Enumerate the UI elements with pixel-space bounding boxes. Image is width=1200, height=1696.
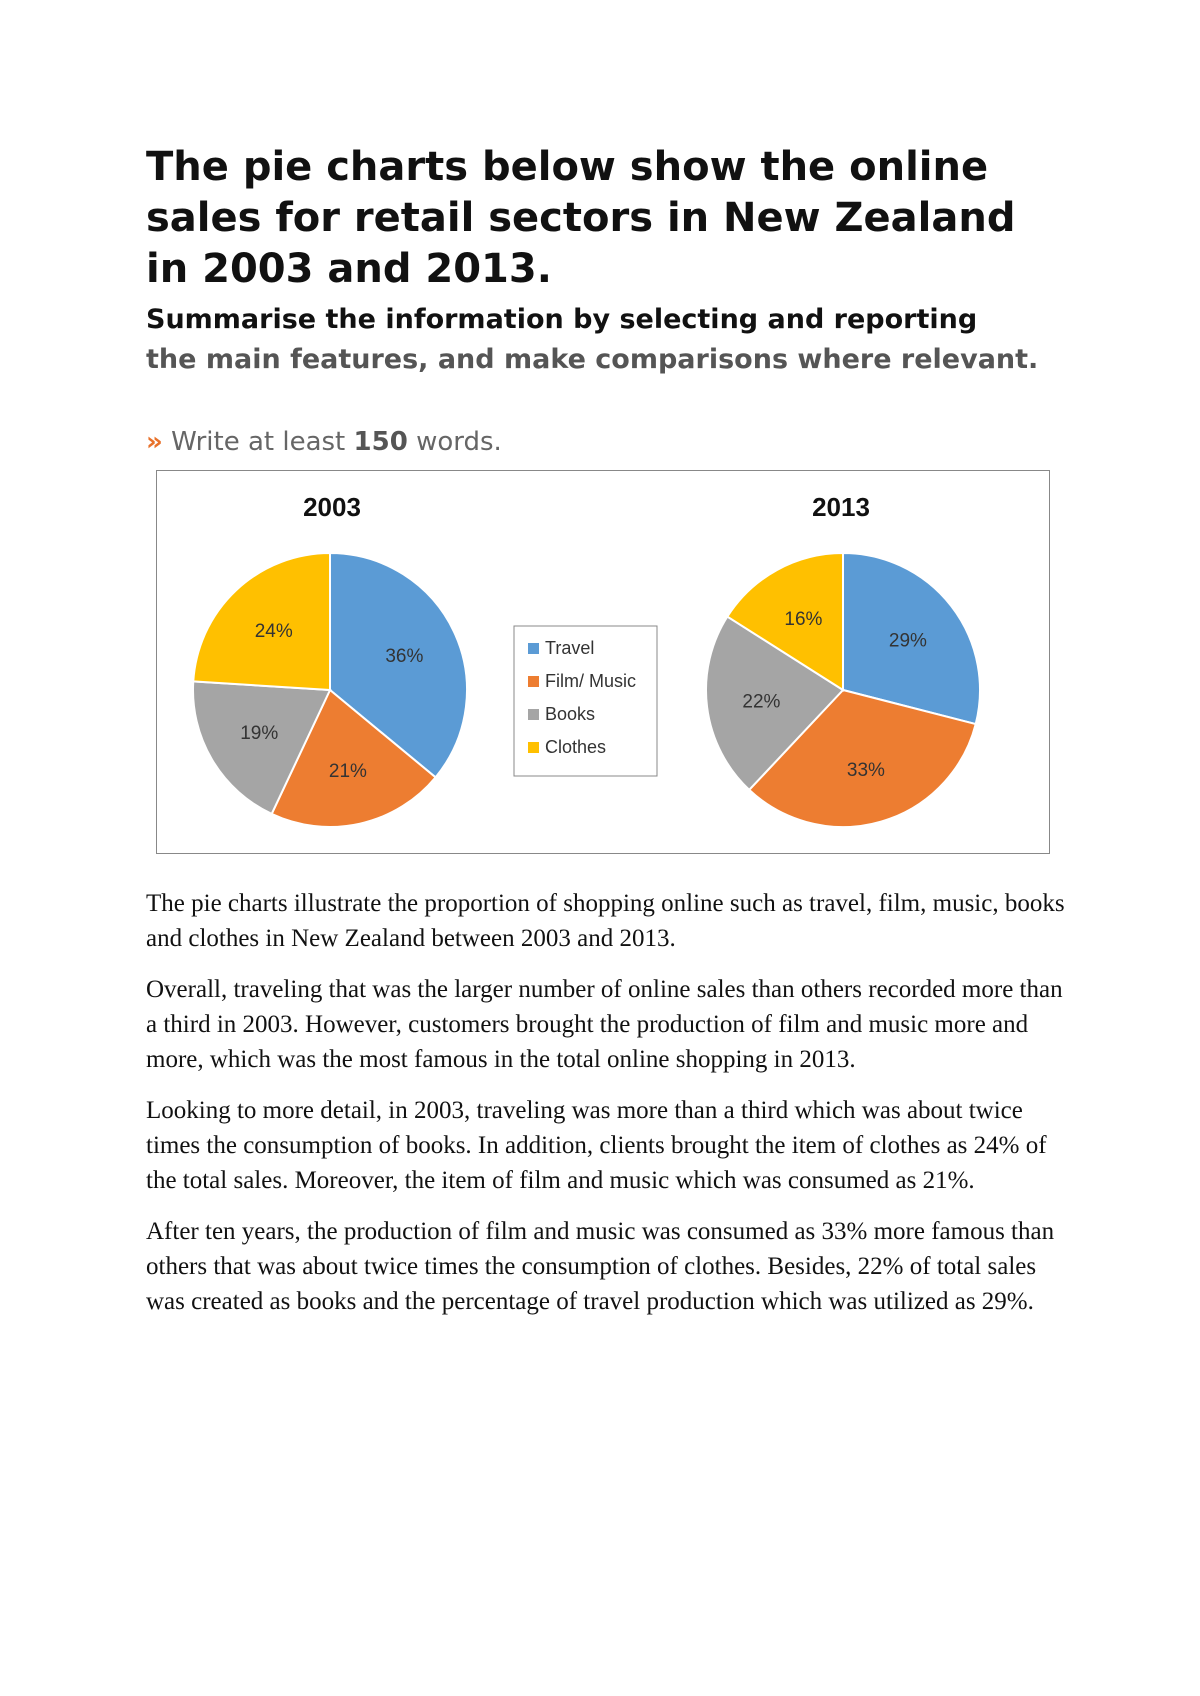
word-count-suffix: words. <box>416 427 502 457</box>
pie-slice-2013-books <box>705 615 845 792</box>
chart-title-2003: 2003 <box>303 492 361 522</box>
pie-slice-2013-clothes <box>725 551 844 692</box>
word-count-note: » Write at least 150 words. <box>146 424 502 460</box>
pie-slice-2003-film-music <box>270 688 437 828</box>
slice-label-2003-books: 19% <box>240 723 278 744</box>
essay-paragraph-4: After ten years, the production of film … <box>146 1218 1055 1315</box>
task-instruction: Summarise the information by selecting a… <box>146 300 1066 380</box>
instruction-line-1: Summarise the information by selecting a… <box>146 304 978 335</box>
pie-slice-2013-film-music <box>747 688 977 828</box>
pie-2003: 36% 21% 19% 24% <box>192 551 468 828</box>
legend-swatch-clothes <box>528 742 539 753</box>
slice-label-2003-clothes: 24% <box>255 621 293 642</box>
legend-swatch-books <box>528 709 539 720</box>
essay-paragraph-3: Looking to more detail, in 2003, traveli… <box>146 1097 1047 1194</box>
pie-charts-svg: 2003 2013 36% 21% 19% 24% 29% 33% 22% 16% Trav… <box>192 492 981 828</box>
legend-label-travel: Travel <box>545 638 594 658</box>
legend-label-clothes: Clothes <box>545 737 606 757</box>
legend-label-film-music: Film/ Music <box>545 671 636 691</box>
essay-paragraph-2: Overall, traveling that was the larger n… <box>146 976 1063 1073</box>
pie-slice-2003-books <box>192 680 332 816</box>
slice-label-2013-travel: 29% <box>889 631 927 652</box>
pie-slice-2003-travel <box>329 551 468 779</box>
legend: Travel Film/ Music Books Clothes <box>513 625 658 777</box>
pie-2013: 29% 33% 22% 16% <box>705 551 981 828</box>
legend-swatch-film-music <box>528 676 539 687</box>
chevron-right-icon: » <box>146 427 163 457</box>
task-title: The pie charts below show the online sal… <box>146 144 1016 292</box>
pie-slice-2013-travel <box>842 551 981 726</box>
essay: The pie charts illustrate the proportion… <box>146 886 1076 1335</box>
legend-label-books: Books <box>545 704 595 724</box>
word-count-number: 150 <box>353 427 408 457</box>
word-count-prefix: Write at least <box>171 427 346 457</box>
slice-label-2013-clothes: 16% <box>784 609 822 630</box>
pie-slice-2003-clothes <box>192 551 331 692</box>
instruction-line-rest: the main features, and make comparisons … <box>146 344 1039 375</box>
slice-label-2013-books: 22% <box>742 691 780 712</box>
slice-label-2003-film-music: 21% <box>329 761 367 782</box>
legend-swatch-travel <box>528 643 539 654</box>
pie-charts-figure: 2003 2013 36% 21% 19% 24% 29% 33% 22% 16% Trav… <box>156 470 1050 854</box>
slice-label-2003-travel: 36% <box>385 646 423 667</box>
essay-paragraph-1: The pie charts illustrate the proportion… <box>146 890 1065 952</box>
slice-label-2013-film-music: 33% <box>847 760 885 781</box>
chart-title-2013: 2013 <box>812 492 870 522</box>
